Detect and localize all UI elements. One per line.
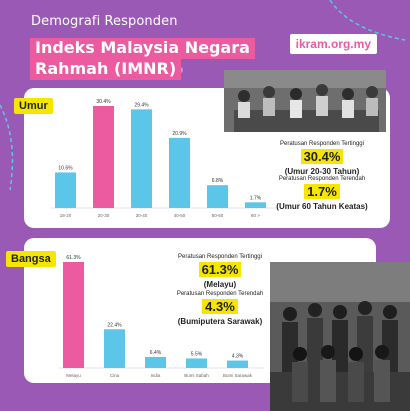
bangsa-category-label: Cina [110,373,120,378]
website-label: ikram.org.my [289,34,377,54]
umur-value-label: 1.7% [250,195,262,201]
header-title-line2: Rahmah (IMNR) [30,59,182,80]
bangsa-lowest-label: Peratusan Responden Terendah [176,291,264,297]
header-title-line1: Indeks Malaysia Negara [30,38,255,59]
umur-bar [207,185,228,208]
bangsa-category-label: India [151,373,161,378]
umur-lowest-stat: Peratusan Responden Terendah 1.7% (Umur … [262,176,382,211]
umur-bar [131,109,152,208]
bangsa-bar [186,358,207,368]
umur-category-label: 18-20 [60,213,72,218]
bangsa-highest-desc: (Melayu) [203,280,237,289]
bangsa-category-label: Melayu [66,373,81,378]
umur-highest-label: Peratusan Responden Tertinggi [280,141,364,147]
bangsa-tag: Bangsa [6,251,56,267]
bangsa-highest-label: Peratusan Responden Tertinggi [178,254,262,260]
bangsa-highest-value: 61.3% [198,262,242,277]
umur-bar [169,137,190,208]
bangsa-bar [227,360,248,368]
umur-lowest-desc: (Umur 60 Tahun Keatas) [276,202,368,211]
bangsa-category-label: Bumi Sabah [184,373,209,378]
bangsa-bar [63,262,84,368]
bangsa-value-label: 5.5% [191,351,203,357]
umur-category-label: 20-30 [98,213,110,218]
bangsa-bar [145,356,166,368]
umur-category-label: 30-40 [136,213,148,218]
bangsa-category-label: Bumi Sarawak [223,373,253,378]
bangsa-bar [104,329,125,368]
bangsa-lowest-value: 4.3% [202,299,238,314]
bangsa-value-label: 4.3% [232,354,244,360]
group-photo-bottom [270,262,410,411]
umur-bar [245,202,266,208]
umur-value-label: 29.4% [134,102,149,108]
bangsa-lowest-stat: Peratusan Responden Terendah 4.3% (Bumip… [170,291,270,326]
umur-value-label: 10.6% [58,165,73,171]
umur-value-label: 30.4% [96,99,111,105]
umur-highest-desc: (Umur 20-30 Tahun) [284,167,360,176]
bangsa-highest-stat: Peratusan Responden Tertinggi 61.3% (Mel… [170,254,270,289]
umur-highest-value: 30.4% [300,149,344,164]
header-subtitle: Demografi Responden [31,14,178,29]
umur-value-label: 20.9% [172,131,187,137]
umur-bar [93,106,114,208]
bangsa-value-label: 22.4% [107,322,122,328]
group-photo-top [224,70,386,132]
umur-lowest-label: Peratusan Responden Terendah [278,176,366,182]
umur-lowest-value: 1.7% [304,184,340,199]
umur-bar [55,172,76,208]
umur-tag: Umur [14,98,53,114]
bangsa-lowest-desc: (Bumiputera Sarawak) [177,317,263,326]
umur-category-label: 40-50 [174,213,186,218]
umur-value-label: 6.8% [212,178,224,184]
umur-category-label: 50-60 [212,213,224,218]
bangsa-value-label: 6.4% [150,350,162,356]
umur-highest-stat: Peratusan Responden Tertinggi 30.4% (Umu… [262,141,382,176]
bangsa-value-label: 61.3% [66,255,81,261]
umur-category-label: 60 > [251,213,260,218]
